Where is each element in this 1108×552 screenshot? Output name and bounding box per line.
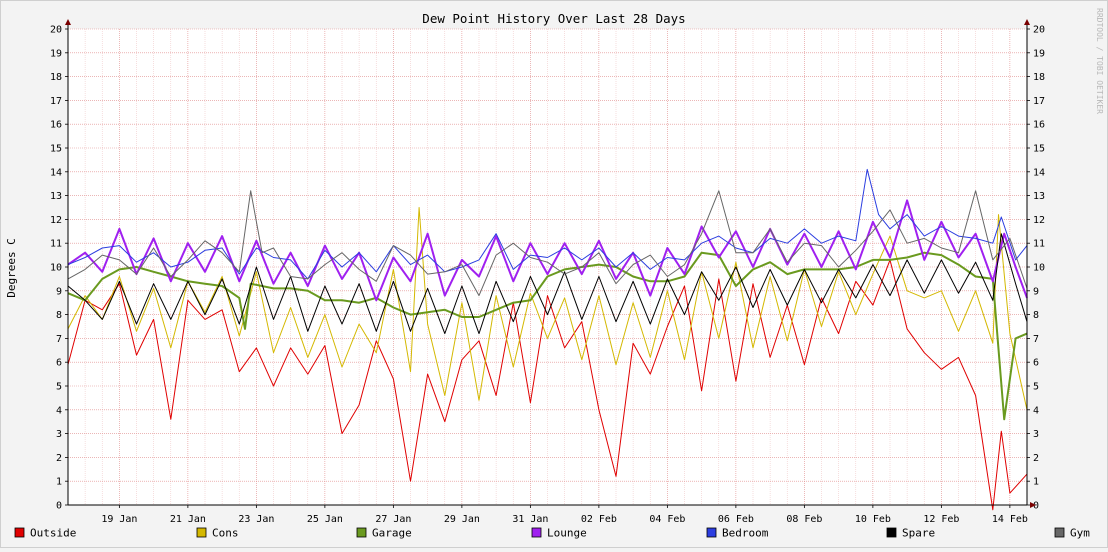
y-axis-label: Degrees C bbox=[5, 238, 18, 298]
y-tick-label-right: 15 bbox=[1033, 144, 1045, 155]
x-tick-label: 10 Feb bbox=[855, 514, 891, 525]
x-tick-label: 31 Jan bbox=[512, 514, 548, 525]
y-tick-label-right: 3 bbox=[1033, 429, 1039, 440]
y-tick-label-right: 11 bbox=[1033, 239, 1045, 250]
legend-swatch-lounge bbox=[531, 527, 542, 538]
y-axis-arrow bbox=[65, 19, 71, 25]
y-tick-label: 5 bbox=[56, 382, 62, 393]
y-tick-label: 18 bbox=[50, 72, 62, 83]
y-tick-label: 4 bbox=[56, 405, 62, 416]
y-tick-label-right: 7 bbox=[1033, 334, 1039, 345]
legend-swatch-garage bbox=[356, 527, 367, 538]
y-tick-label-right: 10 bbox=[1033, 263, 1045, 274]
y-tick-label: 13 bbox=[50, 191, 62, 202]
y-tick-label-right: 18 bbox=[1033, 72, 1045, 83]
y-tick-label: 3 bbox=[56, 429, 62, 440]
x-tick-label: 08 Feb bbox=[786, 514, 822, 525]
y-tick-label: 16 bbox=[50, 120, 62, 131]
y-tick-label: 19 bbox=[50, 48, 62, 59]
y-tick-label-right: 16 bbox=[1033, 120, 1045, 131]
y-tick-label-right: 20 bbox=[1033, 25, 1045, 36]
y-tick-label-right: 4 bbox=[1033, 405, 1039, 416]
legend-swatch-bedroom bbox=[706, 527, 717, 538]
legend-label-bedroom: Bedroom bbox=[722, 527, 769, 540]
y-tick-label: 20 bbox=[50, 25, 62, 36]
series-line-spare bbox=[67, 233, 1028, 335]
legend-swatch-outside bbox=[14, 527, 25, 538]
y-tick-label-right: 8 bbox=[1033, 310, 1039, 321]
y-tick-label: 15 bbox=[50, 144, 62, 155]
series-line-cons bbox=[67, 207, 1028, 410]
y-tick-label-right: 19 bbox=[1033, 48, 1045, 59]
y-axis-arrow-right bbox=[1024, 19, 1030, 25]
x-tick-label: 14 Feb bbox=[992, 514, 1028, 525]
y-tick-label: 11 bbox=[50, 239, 62, 250]
x-axis-arrow bbox=[1030, 502, 1036, 508]
y-tick-label-right: 14 bbox=[1033, 167, 1045, 178]
legend-label-garage: Garage bbox=[372, 527, 412, 540]
y-tick-label: 8 bbox=[56, 310, 62, 321]
series-line-garage bbox=[67, 251, 1028, 421]
y-tick-label-right: 6 bbox=[1033, 358, 1039, 369]
legend-label-lounge: Lounge bbox=[547, 527, 587, 540]
x-tick-label: 04 Feb bbox=[649, 514, 685, 525]
y-tick-label-right: 12 bbox=[1033, 215, 1045, 226]
y-tick-label: 17 bbox=[50, 96, 62, 107]
legend-swatch-spare bbox=[886, 527, 897, 538]
legend-label-cons: Cons bbox=[212, 527, 239, 540]
legend-swatch-cons bbox=[196, 527, 207, 538]
series-line-gym bbox=[67, 190, 1028, 297]
series-line-outside bbox=[67, 259, 1028, 511]
y-tick-label: 1 bbox=[56, 477, 62, 488]
y-tick-label: 10 bbox=[50, 263, 62, 274]
x-tick-label: 29 Jan bbox=[444, 514, 480, 525]
legend-label-spare: Spare bbox=[902, 527, 935, 540]
chart-title: Dew Point History Over Last 28 Days bbox=[422, 11, 685, 26]
grid bbox=[67, 28, 1028, 506]
x-tick-label: 21 Jan bbox=[170, 514, 206, 525]
y-tick-label-right: 5 bbox=[1033, 382, 1039, 393]
y-tick-label: 6 bbox=[56, 358, 62, 369]
legend: Outside Cons Garage Lounge Bedroom Spare Gym bbox=[14, 527, 1090, 540]
y-tick-label: 12 bbox=[50, 215, 62, 226]
y-tick-label: 14 bbox=[50, 167, 62, 178]
y-tick-label-right: 9 bbox=[1033, 286, 1039, 297]
watermark: RRDTOOL / TOBI OETIKER bbox=[1095, 8, 1104, 114]
y-tick-label: 9 bbox=[56, 286, 62, 297]
series-lines bbox=[67, 168, 1028, 511]
x-tick-label: 12 Feb bbox=[923, 514, 959, 525]
y-tick-label-right: 1 bbox=[1033, 477, 1039, 488]
y-tick-label-right: 2 bbox=[1033, 453, 1039, 464]
legend-label-gym: Gym bbox=[1070, 527, 1090, 540]
y-tick-label-right: 17 bbox=[1033, 96, 1045, 107]
x-tick-label: 06 Feb bbox=[718, 514, 754, 525]
x-tick-label: 02 Feb bbox=[581, 514, 617, 525]
y-tick-label-right: 0 bbox=[1033, 501, 1039, 512]
y-tick-label-right: 13 bbox=[1033, 191, 1045, 202]
x-tick-label: 23 Jan bbox=[238, 514, 274, 525]
series-line-lounge bbox=[67, 199, 1028, 302]
y-tick-label: 2 bbox=[56, 453, 62, 464]
legend-label-outside: Outside bbox=[30, 527, 76, 540]
x-tick-label: 27 Jan bbox=[375, 514, 411, 525]
y-tick-label: 0 bbox=[56, 501, 62, 512]
x-tick-label: 19 Jan bbox=[101, 514, 137, 525]
y-tick-label: 7 bbox=[56, 334, 62, 345]
legend-swatch-gym bbox=[1054, 527, 1065, 538]
x-tick-label: 25 Jan bbox=[307, 514, 343, 525]
